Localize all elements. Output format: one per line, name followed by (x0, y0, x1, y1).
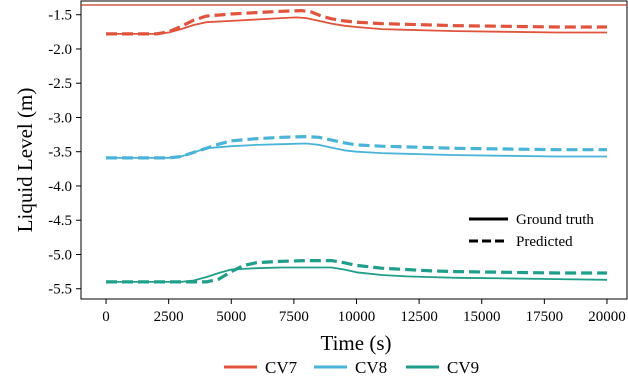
y-tick-label: -4.5 (48, 213, 72, 229)
y-tick-label: -4.0 (48, 179, 72, 195)
x-tick-label: 10000 (338, 309, 376, 325)
x-tick-label: 5000 (216, 309, 246, 325)
color-legend-label: CV8 (355, 358, 387, 377)
series-cv8-ground-truth-line (106, 142, 607, 159)
series-layer (106, 9, 608, 284)
series-cv9-ground-truth-line (106, 266, 608, 283)
y-tick-label: -5.0 (48, 247, 72, 263)
x-tick-label: 15000 (463, 309, 501, 325)
y-tick-label: -2.0 (48, 42, 72, 58)
color-legend-label: CV7 (265, 358, 298, 377)
series-cv7-ground-truth-line (106, 16, 607, 35)
series-cv7-predicted-line (106, 9, 607, 36)
y-tick-label: -3.5 (48, 145, 72, 161)
style-legend-label: Ground truth (516, 212, 594, 228)
x-tick-label: 17500 (526, 309, 564, 325)
x-tick-label: 20000 (588, 309, 626, 325)
y-axis-label: Liquid Level (m) (13, 88, 37, 233)
y-axis: -1.5 -2.0 -2.5 -3.0 -3.5 -4.0 -4.5 -5.0 -5.5 (48, 8, 81, 298)
y-tick-label: -1.5 (48, 8, 72, 24)
series-cv8-predicted-line (106, 135, 607, 160)
x-tick-label: 0 (102, 309, 110, 325)
x-tick-label: 7500 (279, 309, 309, 325)
x-tick-label: 12500 (400, 309, 438, 325)
color-legend: CV7 CV8 CV9 (224, 358, 479, 377)
color-legend-label: CV9 (447, 358, 479, 377)
x-axis: 0 2500 5000 7500 10000 12500 15000 17500 20000 (102, 299, 626, 325)
style-legend-label: Predicted (516, 234, 573, 250)
y-tick-label: -2.5 (48, 76, 72, 92)
plot-frame (80, 0, 628, 300)
series-cv9-predicted-line (106, 259, 607, 284)
y-tick-label: -5.5 (48, 282, 72, 298)
y-tick-label: -3.0 (48, 110, 72, 126)
x-axis-label: Time (s) (321, 331, 392, 355)
x-tick-label: 2500 (154, 309, 184, 325)
style-legend: Ground truth Predicted (469, 212, 594, 250)
